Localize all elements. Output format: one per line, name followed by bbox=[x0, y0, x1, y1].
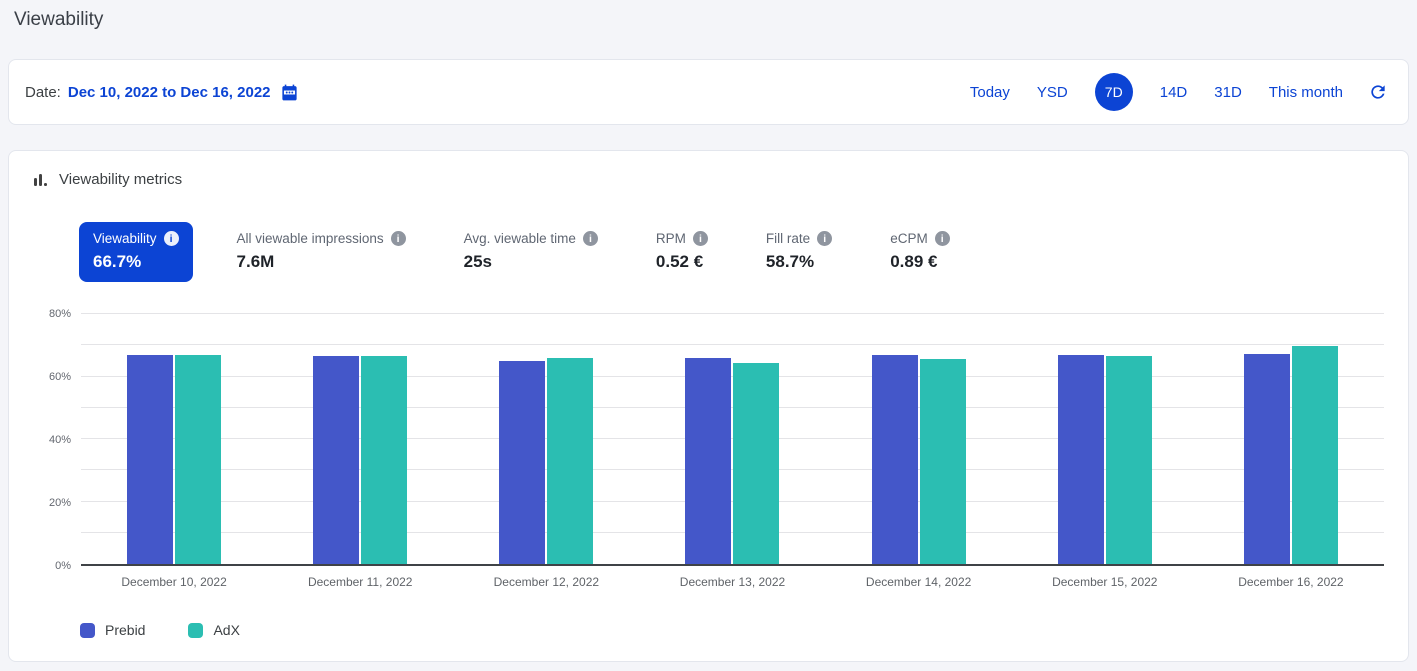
metric-tabs: Viewability i 66.7% All viewable impression… bbox=[79, 222, 1392, 282]
panel-title: Viewability metrics bbox=[59, 171, 182, 188]
page-title: Viewability bbox=[8, 0, 1409, 59]
bar-prebid[interactable] bbox=[1244, 354, 1290, 564]
y-axis: 0%20%40%60%80% bbox=[25, 314, 81, 566]
date-range-value[interactable]: Dec 10, 2022 to Dec 16, 2022 bbox=[68, 84, 271, 101]
bar-group bbox=[267, 314, 453, 564]
x-axis-label: December 10, 2022 bbox=[81, 566, 267, 589]
legend-label: Prebid bbox=[105, 622, 145, 638]
metric-value: 25s bbox=[464, 252, 598, 272]
chart-legend: Prebid AdX bbox=[80, 622, 1392, 638]
y-tick-label: 0% bbox=[55, 560, 71, 572]
refresh-icon[interactable] bbox=[1368, 82, 1388, 102]
bar-adx[interactable] bbox=[733, 363, 779, 564]
metric-value: 0.52 € bbox=[656, 252, 708, 272]
bar-group bbox=[639, 314, 825, 564]
metric-label: RPM bbox=[656, 231, 686, 246]
bar-adx[interactable] bbox=[1106, 356, 1152, 564]
bar-group bbox=[453, 314, 639, 564]
plot-area bbox=[81, 314, 1384, 566]
info-icon[interactable]: i bbox=[817, 231, 832, 246]
metric-tab-viewability[interactable]: Viewability i 66.7% bbox=[79, 222, 193, 282]
quick-range-group: Today YSD 7D 14D 31D This month bbox=[970, 73, 1388, 111]
bar-chart-icon bbox=[33, 172, 49, 188]
y-tick-label: 80% bbox=[49, 308, 71, 320]
x-axis-label: December 14, 2022 bbox=[826, 566, 1012, 589]
bar-prebid[interactable] bbox=[127, 355, 173, 564]
bar-prebid[interactable] bbox=[313, 356, 359, 564]
y-tick-label: 60% bbox=[49, 371, 71, 383]
metric-tab-rpm[interactable]: RPM i 0.52 € bbox=[642, 222, 722, 282]
range-button-7d[interactable]: 7D bbox=[1095, 73, 1133, 111]
viewability-chart: 0%20%40%60%80% December 10, 2022December… bbox=[25, 314, 1384, 589]
bar-group bbox=[826, 314, 1012, 564]
x-axis-label: December 12, 2022 bbox=[453, 566, 639, 589]
bar-adx[interactable] bbox=[920, 359, 966, 564]
bar-group bbox=[1012, 314, 1198, 564]
info-icon[interactable]: i bbox=[164, 231, 179, 246]
x-axis-label: December 13, 2022 bbox=[639, 566, 825, 589]
page: Viewability Date: Dec 10, 2022 to Dec 16… bbox=[0, 0, 1417, 662]
date-filter-bar: Date: Dec 10, 2022 to Dec 16, 2022 Today… bbox=[8, 59, 1409, 125]
x-axis-label: December 16, 2022 bbox=[1198, 566, 1384, 589]
info-icon[interactable]: i bbox=[391, 231, 406, 246]
bar-adx[interactable] bbox=[175, 355, 221, 564]
viewability-metrics-panel: Viewability metrics Viewability i 66.7% All… bbox=[8, 150, 1409, 662]
metric-tab-ecpm[interactable]: eCPM i 0.89 € bbox=[876, 222, 964, 282]
range-button-today[interactable]: Today bbox=[970, 84, 1010, 101]
info-icon[interactable]: i bbox=[693, 231, 708, 246]
y-tick-label: 40% bbox=[49, 434, 71, 446]
metric-tab-fill-rate[interactable]: Fill rate i 58.7% bbox=[752, 222, 846, 282]
bar-adx[interactable] bbox=[361, 356, 407, 564]
range-button-ysd[interactable]: YSD bbox=[1037, 84, 1068, 101]
bar-group bbox=[81, 314, 267, 564]
y-tick-label: 20% bbox=[49, 497, 71, 509]
range-button-31d[interactable]: 31D bbox=[1214, 84, 1242, 101]
bar-prebid[interactable] bbox=[685, 358, 731, 564]
date-picker: Date: Dec 10, 2022 to Dec 16, 2022 bbox=[25, 83, 299, 102]
legend-item-prebid[interactable]: Prebid bbox=[80, 622, 145, 638]
info-icon[interactable]: i bbox=[583, 231, 598, 246]
range-button-14d[interactable]: 14D bbox=[1160, 84, 1188, 101]
legend-label: AdX bbox=[213, 622, 239, 638]
metric-value: 7.6M bbox=[237, 252, 406, 272]
bar-adx[interactable] bbox=[1292, 346, 1338, 564]
metric-value: 66.7% bbox=[93, 252, 179, 272]
bar-adx[interactable] bbox=[547, 358, 593, 564]
legend-swatch bbox=[188, 623, 203, 638]
metric-value: 58.7% bbox=[766, 252, 832, 272]
info-icon[interactable]: i bbox=[935, 231, 950, 246]
bar-group bbox=[1198, 314, 1384, 564]
date-label: Date: bbox=[25, 84, 61, 101]
metric-tab-avg-viewable-time[interactable]: Avg. viewable time i 25s bbox=[450, 222, 612, 282]
bar-prebid[interactable] bbox=[1058, 355, 1104, 564]
metric-value: 0.89 € bbox=[890, 252, 950, 272]
x-axis-label: December 11, 2022 bbox=[267, 566, 453, 589]
metric-label: Avg. viewable time bbox=[464, 231, 576, 246]
metric-label: All viewable impressions bbox=[237, 231, 384, 246]
x-axis-label: December 15, 2022 bbox=[1012, 566, 1198, 589]
metric-label: Viewability bbox=[93, 231, 157, 246]
panel-header: Viewability metrics bbox=[25, 169, 1392, 188]
bar-prebid[interactable] bbox=[499, 361, 545, 564]
metric-label: Fill rate bbox=[766, 231, 810, 246]
metric-tab-all-viewable-impressions[interactable]: All viewable impressions i 7.6M bbox=[223, 222, 420, 282]
metric-label: eCPM bbox=[890, 231, 928, 246]
legend-swatch bbox=[80, 623, 95, 638]
range-button-this-month[interactable]: This month bbox=[1269, 84, 1343, 101]
bar-prebid[interactable] bbox=[872, 355, 918, 564]
calendar-icon[interactable] bbox=[280, 83, 299, 102]
legend-item-adx[interactable]: AdX bbox=[188, 622, 239, 638]
x-axis-labels: December 10, 2022December 11, 2022Decemb… bbox=[81, 566, 1384, 589]
